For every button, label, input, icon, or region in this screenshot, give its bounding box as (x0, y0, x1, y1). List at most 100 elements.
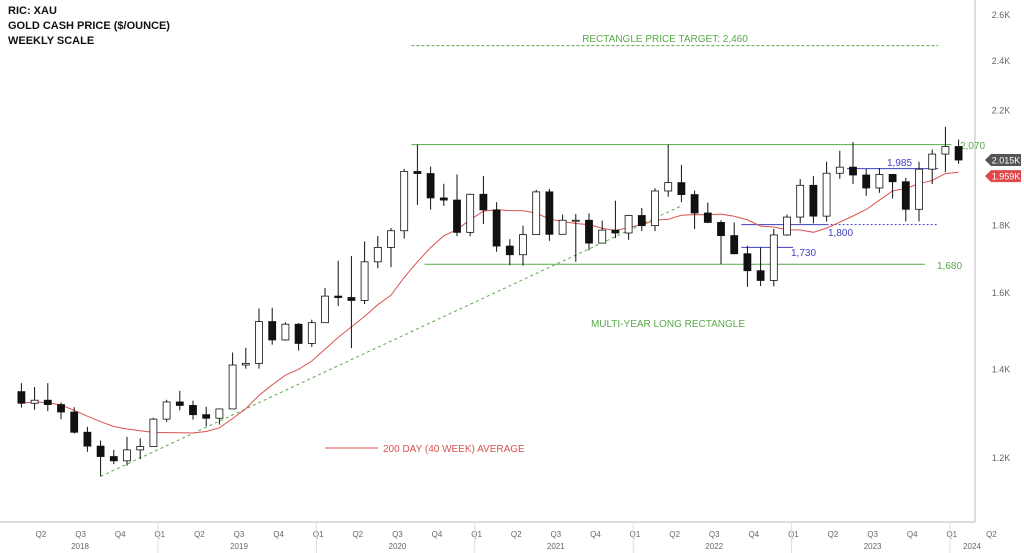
support-label: 1,680 (937, 261, 962, 272)
x-quarter-label: Q3 (75, 530, 86, 539)
x-quarter-label: Q1 (471, 530, 482, 539)
candle-body (334, 295, 343, 298)
candle-body (281, 323, 290, 341)
candle-body (954, 146, 963, 161)
candle-body (439, 197, 448, 201)
candle-body (70, 411, 79, 433)
candle-body (756, 270, 765, 281)
candle-body (109, 456, 118, 462)
candle-body (598, 229, 607, 244)
resistance-label: 2,070 (960, 141, 985, 152)
last-price-tag-bg (985, 154, 1021, 167)
candle-body (202, 414, 211, 419)
level-1985-label: 1,985 (887, 158, 912, 169)
candle-body (888, 174, 897, 183)
x-year-label: 2022 (705, 542, 723, 551)
x-quarter-label: Q4 (907, 530, 918, 539)
candle-body (743, 253, 752, 272)
x-quarter-label: Q3 (234, 530, 245, 539)
candle-body (360, 261, 369, 301)
x-quarter-label: Q4 (590, 530, 601, 539)
candle-body (96, 445, 105, 457)
candle-body (307, 322, 316, 344)
candle-body (664, 182, 673, 192)
candle-body (255, 321, 263, 364)
ma-legend-label: 200 DAY (40 WEEK) AVERAGE (383, 444, 525, 455)
x-quarter-label: Q2 (511, 530, 522, 539)
candle-body (862, 174, 871, 189)
scale-label: WEEKLY SCALE (8, 35, 95, 47)
x-quarter-label: Q1 (946, 530, 957, 539)
level-1800-label: 1,800 (828, 228, 853, 239)
x-quarter-label: Q3 (550, 530, 561, 539)
candle-body (83, 431, 92, 447)
x-quarter-label: Q2 (986, 530, 997, 539)
x-quarter-label: Q2 (669, 530, 680, 539)
x-quarter-label: Q4 (748, 530, 759, 539)
moving-average-line (21, 171, 959, 434)
candle-body (532, 191, 541, 236)
candle-body (703, 212, 712, 223)
x-quarter-label: Q1 (630, 530, 641, 539)
candle-body (651, 190, 659, 227)
candle-body (162, 401, 171, 420)
x-year-label: 2020 (389, 542, 407, 551)
candle-body (57, 404, 65, 413)
candle-body (136, 446, 145, 451)
candle-body (928, 153, 937, 170)
candle-body (215, 408, 224, 419)
candle-body (123, 449, 131, 462)
x-year-label: 2018 (71, 542, 89, 551)
candle-body (492, 209, 501, 247)
candle-body (875, 174, 884, 189)
x-year-label: 2019 (230, 542, 248, 551)
candle-body (189, 405, 197, 416)
candle-body (558, 219, 567, 235)
candle-body (849, 166, 857, 176)
y-tick-label: 2.2K (992, 106, 1011, 116)
y-tick-label: 1.6K (992, 288, 1011, 298)
candle-body (585, 219, 593, 244)
x-quarter-label: Q2 (36, 530, 47, 539)
candle-body (43, 399, 52, 405)
x-quarter-label: Q3 (867, 530, 878, 539)
candle-body (545, 191, 554, 235)
y-tick-label: 1.4K (992, 365, 1011, 375)
candle-body (611, 229, 620, 234)
chart-header: RIC: XAU GOLD CASH PRICE ($/OUNCE) WEEKL… (8, 4, 170, 49)
x-year-label: 2024 (963, 542, 981, 551)
target-label: RECTANGLE PRICE TARGET: 2,460 (582, 34, 748, 45)
candle-body (17, 391, 26, 404)
instrument-title: GOLD CASH PRICE ($/OUNCE) (8, 20, 170, 32)
candle-body (466, 193, 475, 233)
x-year-label: 2023 (864, 542, 882, 551)
candle-body (387, 230, 395, 248)
candle-body (822, 172, 831, 217)
candle-body (915, 168, 923, 210)
x-quarter-label: Q4 (273, 530, 284, 539)
x-quarter-label: Q2 (194, 530, 205, 539)
x-quarter-label: Q1 (154, 530, 165, 539)
candle-body (769, 234, 778, 281)
candle-body (809, 184, 818, 217)
y-tick-label: 2.4K (992, 56, 1011, 66)
x-quarter-label: Q2 (352, 530, 363, 539)
candle-body (941, 146, 950, 155)
candle-body (519, 234, 527, 256)
candle-body (347, 297, 356, 301)
ma-value-tag: 1.959K (992, 172, 1021, 182)
candle-body (294, 323, 303, 344)
candle-body (505, 245, 514, 256)
candle-body (149, 418, 158, 447)
candle-body (321, 295, 329, 324)
x-year-label: 2021 (547, 542, 565, 551)
x-quarter-label: Q4 (432, 530, 443, 539)
candle-body (413, 171, 422, 174)
candle-body (783, 216, 791, 236)
candle-body (717, 222, 725, 236)
candle-body (571, 219, 580, 222)
candle-body (690, 194, 699, 214)
candle-body (373, 246, 382, 263)
